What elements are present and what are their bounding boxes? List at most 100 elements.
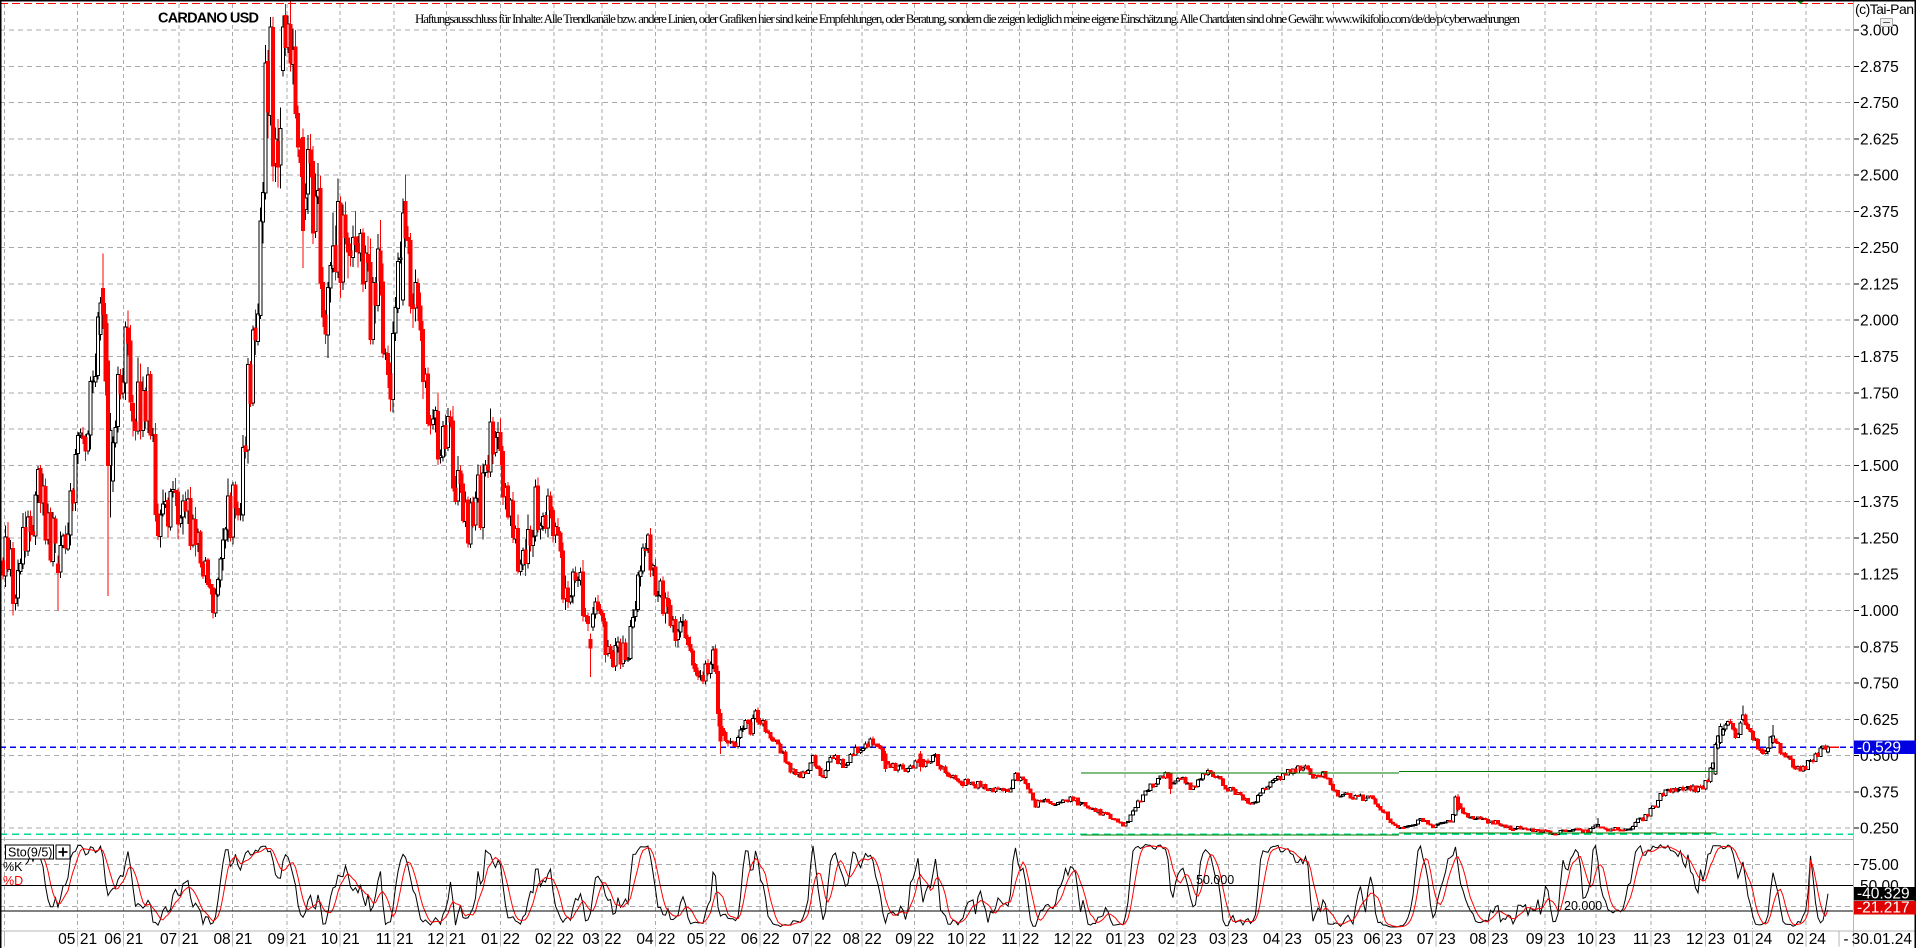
svg-text:1.625: 1.625	[1860, 422, 1899, 439]
svg-text:2.125: 2.125	[1860, 277, 1899, 294]
svg-text:23: 23	[1231, 931, 1248, 948]
svg-text:05: 05	[58, 931, 75, 948]
svg-text:%K: %K	[3, 860, 23, 874]
svg-text:0.875: 0.875	[1860, 639, 1899, 656]
svg-text:22: 22	[557, 931, 574, 948]
svg-text:22: 22	[865, 931, 882, 948]
svg-text:22: 22	[709, 931, 726, 948]
svg-text:1.375: 1.375	[1860, 494, 1899, 511]
svg-text:22: 22	[969, 931, 986, 948]
svg-text:22: 22	[1075, 931, 1092, 948]
svg-text:09: 09	[1526, 931, 1543, 948]
svg-text:12: 12	[1686, 931, 1703, 948]
svg-text:02: 02	[535, 931, 552, 948]
svg-text:06: 06	[104, 931, 121, 948]
svg-text:11: 11	[1001, 931, 1017, 948]
svg-text:09: 09	[268, 931, 285, 948]
svg-text:1.500: 1.500	[1860, 458, 1899, 475]
svg-text:21: 21	[235, 931, 252, 948]
svg-text:75.00: 75.00	[1860, 857, 1899, 874]
svg-text:23: 23	[1385, 931, 1402, 948]
svg-text:0.750: 0.750	[1860, 676, 1899, 693]
svg-text:1.875: 1.875	[1860, 349, 1899, 366]
svg-text:23: 23	[1654, 931, 1671, 948]
svg-text:0.625: 0.625	[1860, 712, 1899, 729]
svg-text:08: 08	[213, 931, 230, 948]
svg-text:23: 23	[1491, 931, 1508, 948]
svg-text:06: 06	[741, 931, 758, 948]
svg-text:10: 10	[1577, 931, 1595, 948]
svg-text:2.000: 2.000	[1860, 313, 1899, 330]
svg-text:22: 22	[503, 931, 520, 948]
svg-text:2.750: 2.750	[1860, 95, 1899, 112]
svg-text:02: 02	[1158, 931, 1175, 948]
svg-text:-40.329: -40.329	[1857, 886, 1910, 903]
svg-text:1.125: 1.125	[1860, 567, 1899, 584]
svg-text:11: 11	[1633, 931, 1649, 948]
svg-text:09: 09	[895, 931, 912, 948]
svg-text:07: 07	[1417, 931, 1434, 948]
svg-text:2.375: 2.375	[1860, 204, 1899, 221]
svg-text:23: 23	[1708, 931, 1725, 948]
svg-text:23: 23	[1127, 931, 1144, 948]
svg-text:08: 08	[1469, 931, 1486, 948]
svg-text:30.01.24: 30.01.24	[1852, 931, 1913, 948]
svg-text:22: 22	[658, 931, 675, 948]
svg-text:05: 05	[1314, 931, 1331, 948]
svg-text:23: 23	[1548, 931, 1565, 948]
svg-text:02: 02	[1787, 931, 1804, 948]
svg-text:50.000: 50.000	[1196, 873, 1234, 887]
svg-text:23: 23	[1285, 931, 1302, 948]
svg-text:2.250: 2.250	[1860, 240, 1899, 257]
svg-text:06: 06	[1363, 931, 1380, 948]
svg-text:(c)Tai-Pan: (c)Tai-Pan	[1855, 1, 1914, 17]
svg-text:07: 07	[160, 931, 177, 948]
svg-text:12: 12	[427, 931, 444, 948]
svg-text:0.375: 0.375	[1860, 784, 1899, 801]
svg-text:-21.217: -21.217	[1857, 900, 1910, 917]
svg-text:CARDANO USD: CARDANO USD	[158, 11, 259, 27]
svg-text:1.250: 1.250	[1860, 530, 1899, 547]
svg-text:3.000: 3.000	[1860, 23, 1899, 40]
svg-text:01: 01	[481, 931, 498, 948]
svg-text:04: 04	[636, 931, 654, 948]
svg-text:21: 21	[449, 931, 466, 948]
svg-text:22: 22	[604, 931, 621, 948]
svg-text:20.000: 20.000	[1564, 899, 1602, 913]
svg-text:22: 22	[814, 931, 831, 948]
svg-text:21: 21	[289, 931, 306, 948]
svg-text:11: 11	[376, 931, 392, 948]
svg-text:Sto(9/5): Sto(9/5)	[8, 846, 52, 860]
svg-text:23: 23	[1439, 931, 1456, 948]
svg-text:23: 23	[1336, 931, 1353, 948]
svg-text:01: 01	[1106, 931, 1123, 948]
svg-text:03: 03	[583, 931, 600, 948]
svg-text:21: 21	[396, 931, 413, 948]
svg-text:04: 04	[1263, 931, 1281, 948]
svg-text:24: 24	[1809, 931, 1827, 948]
svg-text:24: 24	[1755, 931, 1773, 948]
svg-text:1.750: 1.750	[1860, 385, 1899, 402]
svg-text:%D: %D	[3, 874, 23, 888]
svg-text:03: 03	[1209, 931, 1226, 948]
svg-text:2.625: 2.625	[1860, 131, 1899, 148]
svg-text:2.500: 2.500	[1860, 168, 1899, 185]
svg-text:12: 12	[1053, 931, 1070, 948]
svg-text:2.875: 2.875	[1860, 59, 1899, 76]
svg-text:22: 22	[763, 931, 780, 948]
svg-text:1.000: 1.000	[1860, 603, 1899, 620]
svg-text:10: 10	[321, 931, 339, 948]
svg-text:21: 21	[343, 931, 360, 948]
svg-text:10: 10	[947, 931, 965, 948]
svg-text:05: 05	[687, 931, 704, 948]
svg-text:21: 21	[126, 931, 143, 948]
svg-text:0.250: 0.250	[1860, 821, 1899, 838]
svg-text:01: 01	[1733, 931, 1750, 948]
svg-text:Haftungsausschluss für Inhalte: Haftungsausschluss für Inhalte: Alle Tre…	[415, 11, 1520, 26]
svg-text:22: 22	[917, 931, 934, 948]
svg-text:07: 07	[792, 931, 809, 948]
svg-text:21: 21	[80, 931, 97, 948]
svg-text:23: 23	[1599, 931, 1616, 948]
svg-text:08: 08	[843, 931, 860, 948]
svg-text:22: 22	[1022, 931, 1039, 948]
